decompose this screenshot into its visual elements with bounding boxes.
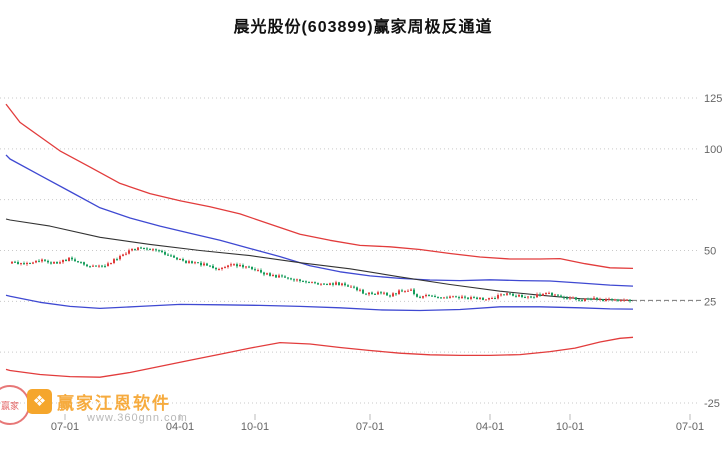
y-axis-label: 50 — [704, 245, 716, 257]
candles — [11, 246, 631, 303]
lower-red-band — [5, 336, 634, 378]
x-axis-labels: 07-01 04-01 10-01 07-01 04-01 10-01 07-01 — [51, 414, 704, 433]
channel-lines — [5, 103, 634, 378]
upper-red-band — [5, 103, 634, 270]
y-axis-label: 125 — [704, 93, 722, 105]
watermark-brand: 赢家江恩软件 — [57, 394, 171, 413]
x-axis-label: 07-01 — [676, 421, 704, 433]
x-axis-label: 07-01 — [51, 421, 79, 433]
x-axis-label: 10-01 — [241, 421, 269, 433]
brand-icon: ❖ — [27, 389, 52, 414]
x-axis-label: 07-01 — [356, 421, 384, 433]
watermark-url: www.360gnn.com — [87, 412, 188, 424]
x-axis-label: 10-01 — [556, 421, 584, 433]
y-axis-label: -25 — [704, 398, 720, 410]
x-axis-label: 04-01 — [476, 421, 504, 433]
x-axis-label: 04-01 — [166, 421, 194, 433]
grid-lines — [0, 97, 700, 404]
seal-text: 赢家 — [0, 400, 19, 411]
y-axis-label: 25 — [704, 296, 716, 308]
lower-blue-band — [5, 294, 634, 312]
upper-blue-band — [5, 154, 634, 287]
y-axis-labels: 125 100 50 25 -25 — [704, 93, 722, 410]
y-axis-label: 100 — [704, 144, 722, 156]
middle-black-line — [5, 218, 634, 302]
chart-title: 晨光股份(603899)赢家周极反通道 — [233, 19, 493, 36]
